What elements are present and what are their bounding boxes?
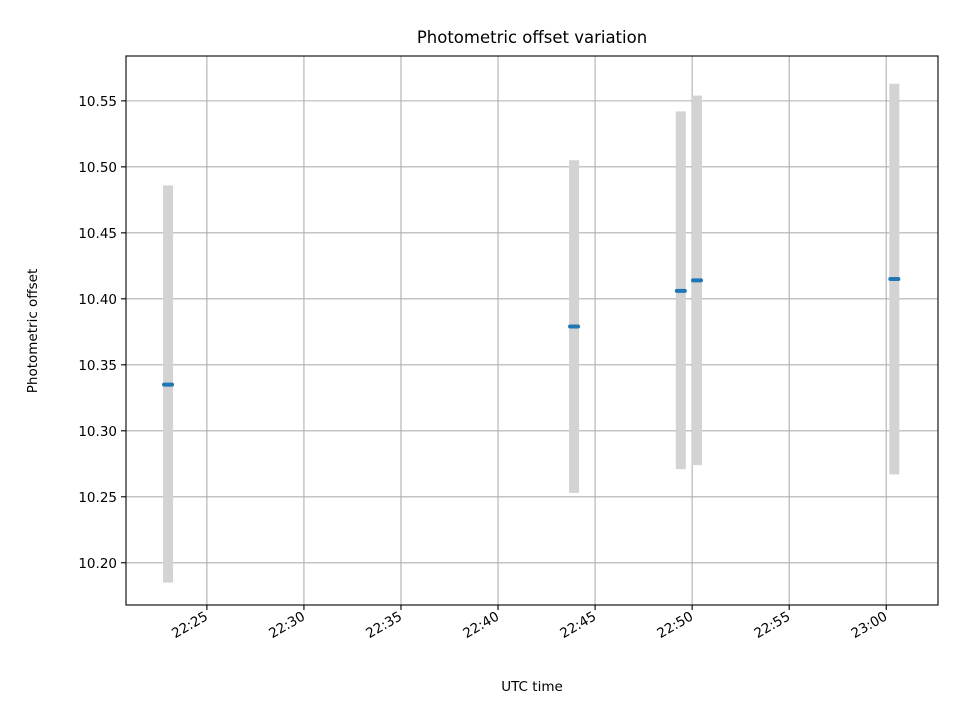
data-markers [162,277,901,387]
y-tick-label: 10.45 [78,226,117,242]
y-tick-label: 10.25 [78,490,117,506]
y-tick-label: 10.40 [78,292,117,308]
chart-title: Photometric offset variation [417,28,647,47]
x-axis-label: UTC time [501,679,563,695]
y-tick-label: 10.20 [78,556,117,572]
y-tick-label: 10.35 [78,358,117,374]
y-tick-label: 10.30 [78,424,117,440]
y-tick-label: 10.55 [78,94,117,110]
y-axis-ticks: 10.20 10.25 10.30 10.35 10.40 10.45 10.50 10.55 [78,94,126,572]
plot-frame [125,55,939,606]
y-tick-label: 10.50 [78,160,117,176]
y-axis-label: Photometric offset [25,269,41,393]
